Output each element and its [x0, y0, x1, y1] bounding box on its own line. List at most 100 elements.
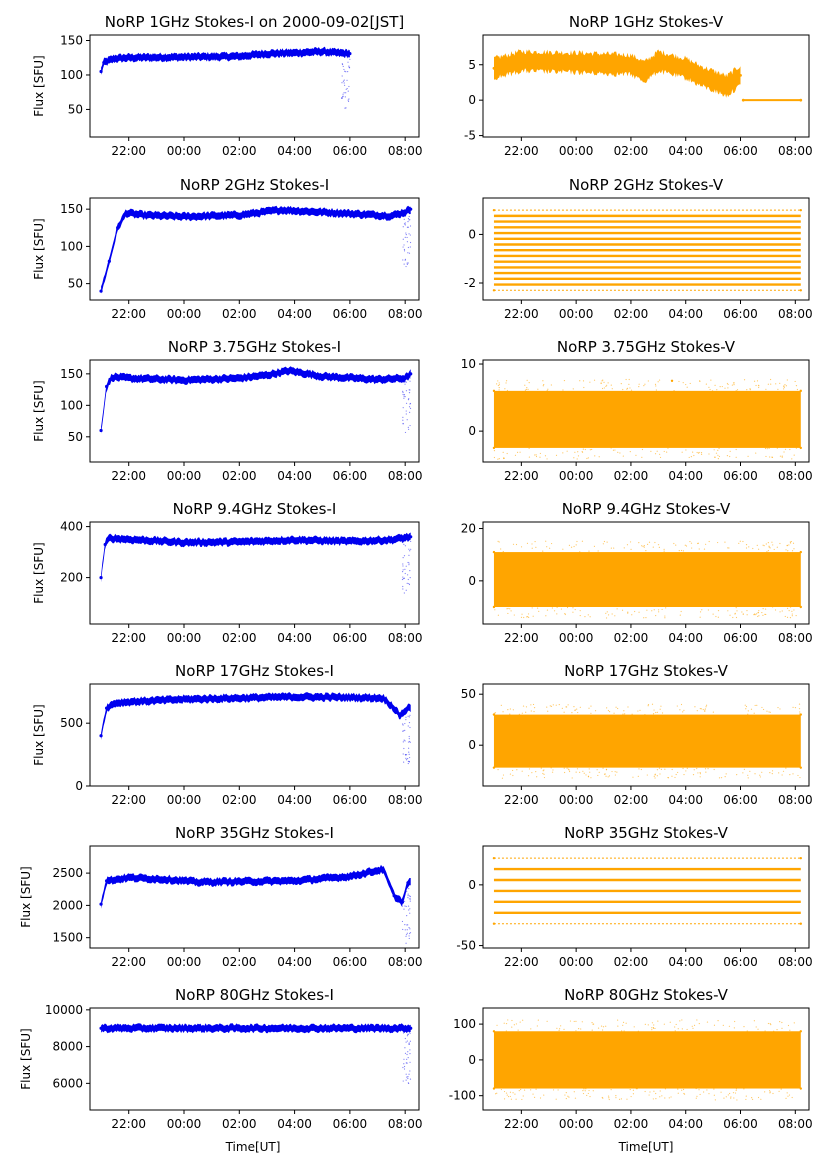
data-point-5 — [799, 389, 802, 393]
sparse-point — [771, 770, 774, 772]
sparse-point — [570, 546, 573, 548]
sparse-point — [506, 1094, 508, 1096]
sparse-point — [766, 710, 768, 712]
sparse-point — [671, 768, 673, 771]
sparse-point — [581, 1021, 583, 1023]
sparse-point — [652, 1027, 655, 1029]
sparse-point — [761, 771, 763, 773]
x-tick-label-3: 04:00 — [668, 307, 703, 321]
data-point-0 — [99, 575, 103, 580]
sparse-point — [409, 1053, 411, 1055]
sparse-point — [504, 388, 506, 390]
data-point-0 — [492, 66, 496, 70]
sparse-point — [566, 450, 568, 452]
sparse-point — [582, 380, 585, 382]
stokes-v-band — [493, 552, 801, 607]
sparse-point — [732, 382, 735, 384]
sparse-point — [516, 769, 518, 771]
sparse-point — [573, 545, 575, 548]
sparse-point — [409, 424, 411, 427]
sparse-point — [408, 215, 410, 218]
sparse-point — [404, 1047, 406, 1049]
sparse-point — [551, 607, 553, 609]
axes-frame — [89, 683, 420, 787]
sparse-point — [607, 614, 610, 616]
sparse-point — [583, 1088, 585, 1090]
sparse-point — [724, 387, 726, 389]
sparse-point — [734, 1092, 737, 1094]
sparse-point — [568, 544, 571, 546]
data-point-9 — [392, 894, 396, 898]
sparse-point — [509, 773, 512, 775]
sparse-point — [525, 711, 527, 713]
sparse-point — [727, 383, 729, 386]
sparse-point — [347, 99, 349, 101]
sparse-point — [498, 382, 500, 384]
sparse-point — [799, 711, 801, 713]
sparse-point — [757, 612, 759, 614]
sparse-point — [345, 56, 347, 58]
sparse-point — [759, 776, 761, 778]
sparse-point — [676, 705, 678, 707]
sparse-point — [765, 455, 767, 458]
sparse-point — [539, 1097, 542, 1099]
sparse-point — [699, 776, 701, 778]
sparse-point — [647, 380, 649, 382]
sparse-point — [542, 380, 544, 382]
y-tick-label-0: 0 — [468, 738, 476, 752]
data-point-9 — [334, 51, 338, 55]
sparse-point — [403, 540, 405, 542]
x-tick-label-0: 22:00 — [504, 793, 539, 807]
data-point-8 — [320, 49, 324, 54]
sparse-point — [405, 719, 407, 721]
panel-11: -50 0 22:00 00:00 02:00 04:00 06:00 08:00 NoRP 3… — [456, 824, 812, 969]
sparse-point — [735, 1089, 737, 1092]
x-tick-label-1: 00:00 — [167, 793, 202, 807]
sparse-point — [736, 1099, 738, 1101]
sparse-point — [682, 767, 684, 770]
data-points — [492, 208, 802, 292]
sparse-point — [527, 388, 529, 390]
sparse-point — [772, 1092, 774, 1095]
sparse-point — [407, 924, 409, 926]
y-tick-label-0: 6000 — [52, 1076, 83, 1090]
sparse-point — [777, 706, 779, 709]
sparse-point — [781, 1021, 783, 1024]
sparse-point — [407, 1075, 409, 1078]
sparse-point — [517, 1029, 519, 1031]
axes-frame — [482, 359, 810, 463]
sparse-point — [624, 713, 626, 715]
sparse-point — [408, 564, 410, 566]
sparse-point — [544, 455, 547, 457]
sparse-point — [761, 706, 763, 709]
data-point-4 — [182, 378, 186, 382]
sparse-point — [675, 544, 677, 546]
sparse-point — [766, 447, 768, 450]
sparse-point — [590, 777, 592, 779]
sparse-point — [755, 452, 757, 454]
sparse-point — [348, 65, 350, 67]
y-tick-label-0: 50 — [68, 277, 83, 291]
sparse-point — [588, 707, 590, 709]
sparse-point — [405, 589, 407, 591]
sparse-point — [407, 561, 409, 564]
sparse-point — [521, 712, 523, 714]
sparse-point — [785, 767, 787, 769]
x-tick-label-1: 00:00 — [559, 1117, 594, 1131]
sparse-point — [407, 1057, 409, 1059]
sparse-point — [799, 776, 801, 779]
sparse-point — [404, 383, 406, 385]
panel-title: NoRP 2GHz Stokes-V — [569, 176, 724, 194]
sparse-point — [643, 544, 645, 547]
sparse-point — [640, 768, 642, 771]
sparse-point — [497, 380, 499, 382]
sparse-point — [747, 774, 749, 776]
sparse-point — [664, 1088, 667, 1090]
sparse-point — [644, 1090, 646, 1093]
sparse-point — [698, 451, 700, 454]
sparse-point — [768, 545, 770, 547]
sparse-point — [798, 708, 801, 710]
sparse-point — [514, 454, 517, 456]
sparse-point — [546, 389, 548, 392]
sparse-point — [523, 1089, 526, 1091]
